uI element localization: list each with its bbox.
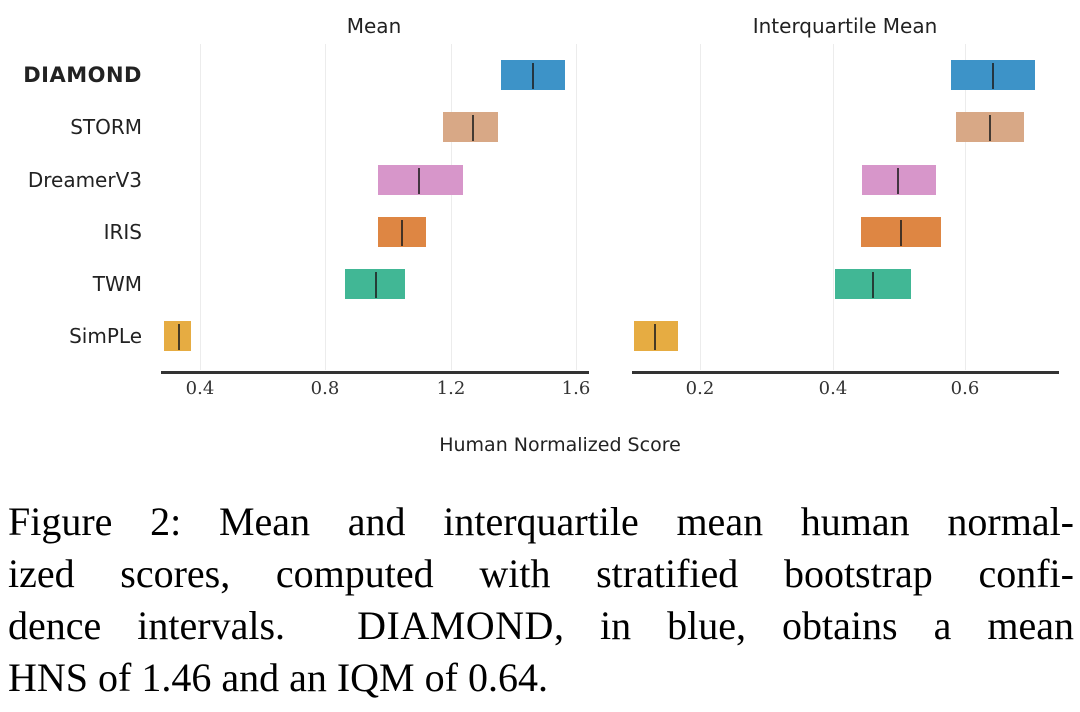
median-marker [992,63,994,89]
median-marker [989,115,991,141]
gridline [325,44,326,370]
iqm-panel-title: Interquartile Mean [752,14,938,38]
iqm-interval-bar [951,60,1035,90]
gridline [965,44,966,370]
x-tick-label: 0.6 [950,378,980,399]
iqm-interval-bar [956,112,1024,142]
caption-line-3: dence intervals. DIAMOND, in blue, obtai… [8,600,1074,652]
method-label: STORM [70,115,142,139]
mean-interval-bar [501,60,565,90]
method-label: IRIS [103,220,142,244]
figure-caption: Figure 2: Mean and interquartile mean hu… [8,496,1074,704]
figure: Mean Interquartile Mean DIAMOND STORM Drea… [23,14,1059,456]
x-tick-label: 1.2 [436,378,466,399]
mean-panel-title: Mean [346,14,402,38]
median-marker [897,168,899,194]
method-label: TWM [92,272,142,296]
gridline [833,44,834,370]
x-tick-label: 1.6 [561,378,591,399]
x-tick-label: 0.2 [685,378,715,399]
mean-interval-bar [378,165,463,195]
iqm-interval-bar [861,217,941,247]
gridline [576,44,577,370]
median-marker [178,324,180,350]
iqm-x-axis [632,371,1059,374]
x-tick-label: 0.4 [818,378,848,399]
median-marker [375,272,377,298]
mean-interval-bar [345,269,405,299]
iqm-interval-bar [862,165,936,195]
gridline [200,44,201,370]
caption-method-name: DIAMOND [357,603,554,648]
mean-interval-bar [164,321,191,351]
median-marker [532,63,534,89]
median-marker [900,220,902,246]
iqm-interval-bar [634,321,678,351]
gridline [451,44,452,370]
mean-interval-bar [378,217,426,247]
caption-line-4: HNS of 1.46 and an IQM of 0.64. [8,655,548,700]
mean-interval-bar [443,112,498,142]
gridline [700,44,701,370]
method-label: DIAMOND [23,63,142,87]
median-marker [401,220,403,246]
mean-x-axis [161,371,589,374]
iqm-interval-bar [835,269,911,299]
caption-line-2: ized scores, computed with stratified bo… [8,551,1074,596]
median-marker [418,168,420,194]
median-marker [472,115,474,141]
x-tick-label: 0.8 [310,378,340,399]
method-label: SimPLe [69,324,142,348]
method-label: DreamerV3 [27,168,142,192]
median-marker [654,324,656,350]
median-marker [872,272,874,298]
x-tick-label: 0.4 [185,378,215,399]
caption-text: , in blue, obtains a mean [553,603,1075,648]
caption-line-1: Figure 2: Mean and interquartile mean hu… [8,499,1074,544]
caption-text: dence intervals. [8,603,286,648]
x-axis-label: Human Normalized Score [439,434,681,456]
